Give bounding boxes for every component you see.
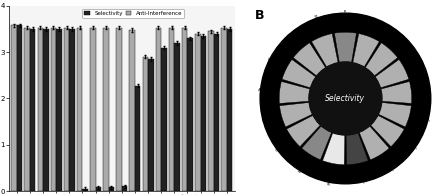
Bar xyxy=(83,189,88,191)
Bar xyxy=(148,59,154,191)
Wedge shape xyxy=(287,115,321,147)
Text: Mg²⁺: Mg²⁺ xyxy=(420,118,431,125)
Text: Ca²⁺: Ca²⁺ xyxy=(407,144,417,153)
Text: FNC: FNC xyxy=(327,176,333,185)
Text: ASO: ASO xyxy=(258,88,267,93)
Text: Fe³⁺: Fe³⁺ xyxy=(358,175,364,185)
Text: PPX: PPX xyxy=(285,33,294,42)
Circle shape xyxy=(260,13,431,184)
Wedge shape xyxy=(280,103,313,127)
Text: IXC: IXC xyxy=(424,89,432,93)
Bar xyxy=(90,28,95,191)
Bar xyxy=(195,34,201,191)
Bar xyxy=(182,28,187,191)
Text: CBL: CBL xyxy=(274,144,284,153)
Wedge shape xyxy=(334,32,357,62)
Wedge shape xyxy=(378,103,411,127)
Bar xyxy=(122,186,127,191)
Bar xyxy=(201,36,206,191)
Bar xyxy=(109,187,114,191)
Bar xyxy=(222,28,227,191)
Text: System: System xyxy=(344,7,348,24)
Wedge shape xyxy=(365,43,397,76)
Wedge shape xyxy=(359,126,389,160)
Wedge shape xyxy=(323,133,345,165)
Bar xyxy=(187,38,193,191)
Bar xyxy=(174,43,180,191)
Bar xyxy=(95,187,101,191)
Wedge shape xyxy=(381,82,412,103)
Text: Zn²⁺: Zn²⁺ xyxy=(385,164,393,174)
Bar xyxy=(227,29,232,191)
Text: MLT: MLT xyxy=(397,33,406,41)
Text: MET: MET xyxy=(266,58,276,65)
Bar xyxy=(156,28,161,191)
Bar xyxy=(69,29,75,191)
Bar xyxy=(116,28,122,191)
Text: PRC: PRC xyxy=(415,58,424,65)
Bar xyxy=(24,28,30,191)
Wedge shape xyxy=(293,43,326,76)
Wedge shape xyxy=(282,59,316,88)
Text: B: B xyxy=(254,9,264,22)
Text: IPC: IPC xyxy=(262,118,270,124)
Bar xyxy=(51,28,56,191)
Wedge shape xyxy=(279,82,310,103)
Bar xyxy=(37,28,43,191)
Bar xyxy=(17,25,22,191)
Circle shape xyxy=(309,62,382,135)
Bar xyxy=(169,28,174,191)
Bar xyxy=(11,25,17,191)
Text: MTL: MTL xyxy=(298,164,306,174)
Bar xyxy=(130,30,135,191)
Wedge shape xyxy=(346,133,368,165)
Wedge shape xyxy=(375,59,409,88)
Bar xyxy=(43,29,48,191)
Bar xyxy=(135,85,140,191)
Text: FEN: FEN xyxy=(372,16,379,26)
Bar xyxy=(214,34,219,191)
Bar xyxy=(143,57,148,191)
Text: Selectivity: Selectivity xyxy=(325,94,365,103)
Bar xyxy=(30,29,36,191)
Bar xyxy=(56,29,62,191)
Bar xyxy=(208,31,214,191)
Wedge shape xyxy=(301,126,332,160)
Bar xyxy=(64,28,69,191)
Wedge shape xyxy=(312,34,338,67)
Legend: Selectivity, Anti-Interference: Selectivity, Anti-Interference xyxy=(82,9,184,18)
Bar xyxy=(161,48,167,191)
Wedge shape xyxy=(370,115,404,147)
Bar xyxy=(103,28,109,191)
Text: MTMC: MTMC xyxy=(311,14,320,28)
Wedge shape xyxy=(353,34,379,67)
Bar xyxy=(77,28,83,191)
